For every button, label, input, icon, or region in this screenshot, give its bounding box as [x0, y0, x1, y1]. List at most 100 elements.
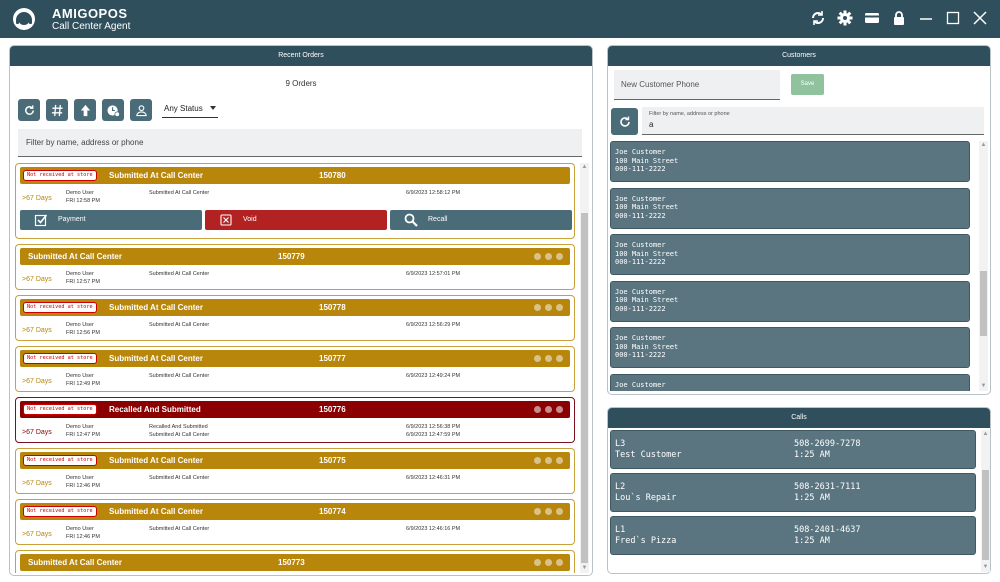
- not-received-badge: Not received at store: [23, 170, 97, 181]
- dot-icon: [556, 253, 563, 260]
- orders-filter-input[interactable]: Filter by name, address or phone: [18, 129, 582, 157]
- customer-address: 100 Main Street: [615, 203, 679, 212]
- customer-name: Joe Customer: [615, 194, 666, 203]
- dot-icon: [545, 253, 552, 260]
- order-header[interactable]: Submitted At Call Center 150773: [20, 554, 570, 571]
- user-filter-button[interactable]: [130, 99, 152, 121]
- close-icon[interactable]: [972, 10, 988, 26]
- status-dropdown[interactable]: Any Status: [162, 102, 218, 118]
- dot-icon: [556, 355, 563, 362]
- customer-card[interactable]: Joe Customer 100 Main Street 000-111-2222: [610, 187, 970, 229]
- scroll-down-arrow-icon[interactable]: ▼: [982, 564, 989, 570]
- order-card[interactable]: Not received at store Submitted At Call C…: [15, 163, 575, 239]
- order-card[interactable]: Not received at store Recalled And Submit…: [15, 397, 575, 443]
- refresh-customers-button[interactable]: [611, 108, 638, 135]
- scroll-down-arrow-icon[interactable]: ▼: [581, 565, 588, 571]
- order-header[interactable]: Not received at store Submitted At Call C…: [20, 503, 570, 520]
- call-card[interactable]: L2 Lou`s Repair 508-2631-7111 1:25 AM: [610, 473, 976, 512]
- order-history-entry: Submitted At Call Center: [149, 322, 210, 328]
- order-status-history: Submitted At Call Center: [149, 270, 209, 278]
- gear-icon[interactable]: [837, 10, 853, 26]
- scroll-down-arrow-icon[interactable]: ▼: [980, 383, 987, 389]
- call-card[interactable]: L1 Fred`s Pizza 508-2401-4637 1:25 AM: [610, 516, 976, 555]
- order-header[interactable]: Not received at store Recalled And Submit…: [20, 401, 570, 418]
- scroll-up-arrow-icon[interactable]: ▲: [581, 164, 588, 170]
- customer-card[interactable]: Joe Customer 100 Main Street 000-111-2222: [610, 327, 970, 368]
- order-menu-dots-icon[interactable]: [534, 304, 563, 311]
- order-header[interactable]: Not received at store Submitted At Call C…: [20, 299, 570, 316]
- order-time: FRI 12:56 PM: [66, 330, 100, 336]
- order-header[interactable]: Not received at store Submitted At Call C…: [20, 167, 570, 184]
- customers-scrollbar[interactable]: ▲ ▼: [979, 141, 988, 391]
- recall-button[interactable]: Recall: [390, 210, 572, 230]
- order-dates: 6/9/2023 12:57:01 PM: [406, 270, 460, 278]
- orders-scrollbar[interactable]: ▲ ▼: [580, 163, 589, 573]
- call-details: 508-2401-4637 1:25 AM: [794, 525, 861, 547]
- order-card[interactable]: Not received at store Submitted At Call C…: [15, 295, 575, 341]
- order-number-button[interactable]: [46, 99, 68, 121]
- order-number: 150773: [278, 558, 305, 567]
- card-icon[interactable]: [864, 10, 880, 26]
- customers-scrollbar-thumb[interactable]: [980, 271, 987, 336]
- maximize-icon[interactable]: [945, 10, 961, 26]
- order-menu-dots-icon[interactable]: [534, 355, 563, 362]
- payment-button[interactable]: Payment: [20, 210, 202, 230]
- dot-icon: [556, 406, 563, 413]
- call-line: L2: [615, 482, 626, 492]
- checkbox-icon: [34, 214, 48, 227]
- order-card[interactable]: Submitted At Call Center 150773: [15, 550, 575, 573]
- not-received-badge: Not received at store: [23, 404, 97, 415]
- scroll-up-arrow-icon[interactable]: ▲: [982, 431, 989, 437]
- calls-scrollbar-thumb[interactable]: [982, 470, 989, 560]
- refresh-orders-button[interactable]: [18, 99, 40, 121]
- order-status-history: Submitted At Call Center: [149, 372, 209, 380]
- order-header[interactable]: Not received at store Submitted At Call C…: [20, 350, 570, 367]
- customer-card[interactable]: Joe Customer: [610, 373, 970, 391]
- order-user: Demo User FRI 12:57 PM: [66, 270, 100, 286]
- order-card[interactable]: Not received at store Submitted At Call C…: [15, 499, 575, 545]
- call-card[interactable]: L3 Test Customer 508-2699-7278 1:25 AM: [610, 430, 976, 469]
- order-dates: 6/9/2023 12:46:31 PM: [406, 474, 460, 482]
- time-filter-button[interactable]: [102, 99, 124, 121]
- calls-scrollbar[interactable]: ▲ ▼: [981, 430, 990, 572]
- order-dates: 6/9/2023 12:58:12 PM: [406, 189, 460, 197]
- order-card[interactable]: Not received at store Submitted At Call C…: [15, 448, 575, 494]
- upload-button[interactable]: [74, 99, 96, 121]
- lock-icon[interactable]: [891, 10, 907, 26]
- order-status-history: Recalled And Submitted Submitted At Call …: [149, 423, 209, 439]
- order-menu-dots-icon[interactable]: [534, 253, 563, 260]
- payment-label: Payment: [58, 216, 86, 223]
- customer-filter-label: Filter by name, address or phone: [649, 111, 730, 117]
- order-card[interactable]: Submitted At Call Center 150779 >67 Days De…: [15, 244, 575, 290]
- customer-card[interactable]: Joe Customer 100 Main Street 000-111-2222: [610, 280, 970, 322]
- order-dates: 6/9/2023 12:46:16 PM: [406, 525, 460, 533]
- customer-address: 100 Main Street: [615, 342, 679, 351]
- order-menu-dots-icon[interactable]: [534, 508, 563, 515]
- order-age: >67 Days: [22, 378, 52, 385]
- orders-scrollbar-thumb[interactable]: [581, 213, 588, 563]
- minimize-icon[interactable]: [918, 10, 934, 26]
- order-header[interactable]: Not received at store Submitted At Call C…: [20, 452, 570, 469]
- order-menu-dots-icon[interactable]: [534, 457, 563, 464]
- save-button[interactable]: Save: [791, 74, 824, 95]
- order-user-name: Demo User: [66, 373, 94, 379]
- new-customer-phone-input[interactable]: New Customer Phone: [614, 70, 780, 100]
- order-menu-dots-icon[interactable]: [534, 406, 563, 413]
- not-received-badge: Not received at store: [23, 302, 97, 313]
- order-card[interactable]: Not received at store Submitted At Call C…: [15, 346, 575, 392]
- order-age: >67 Days: [22, 327, 52, 334]
- order-header[interactable]: Submitted At Call Center 150779: [20, 248, 570, 265]
- not-received-badge: Not received at store: [23, 353, 97, 364]
- sync-icon[interactable]: [810, 10, 826, 26]
- call-caller: L3 Test Customer: [615, 439, 682, 461]
- customer-card[interactable]: Joe Customer 100 Main Street 000-111-2222: [610, 141, 970, 182]
- scroll-up-arrow-icon[interactable]: ▲: [980, 142, 987, 148]
- order-actions: Payment Void Recall: [20, 210, 572, 230]
- customer-card[interactable]: Joe Customer 100 Main Street 000-111-2222: [610, 234, 970, 275]
- void-button[interactable]: Void: [205, 210, 387, 230]
- order-menu-dots-icon[interactable]: [534, 559, 563, 566]
- main-area: Recent Orders 9 Orders Any Status: [0, 38, 1000, 582]
- customer-phone: 000-111-2222: [615, 351, 666, 360]
- order-date: 6/9/2023 12:58:12 PM: [406, 190, 461, 196]
- customer-filter-input[interactable]: Filter by name, address or phone a: [642, 107, 984, 135]
